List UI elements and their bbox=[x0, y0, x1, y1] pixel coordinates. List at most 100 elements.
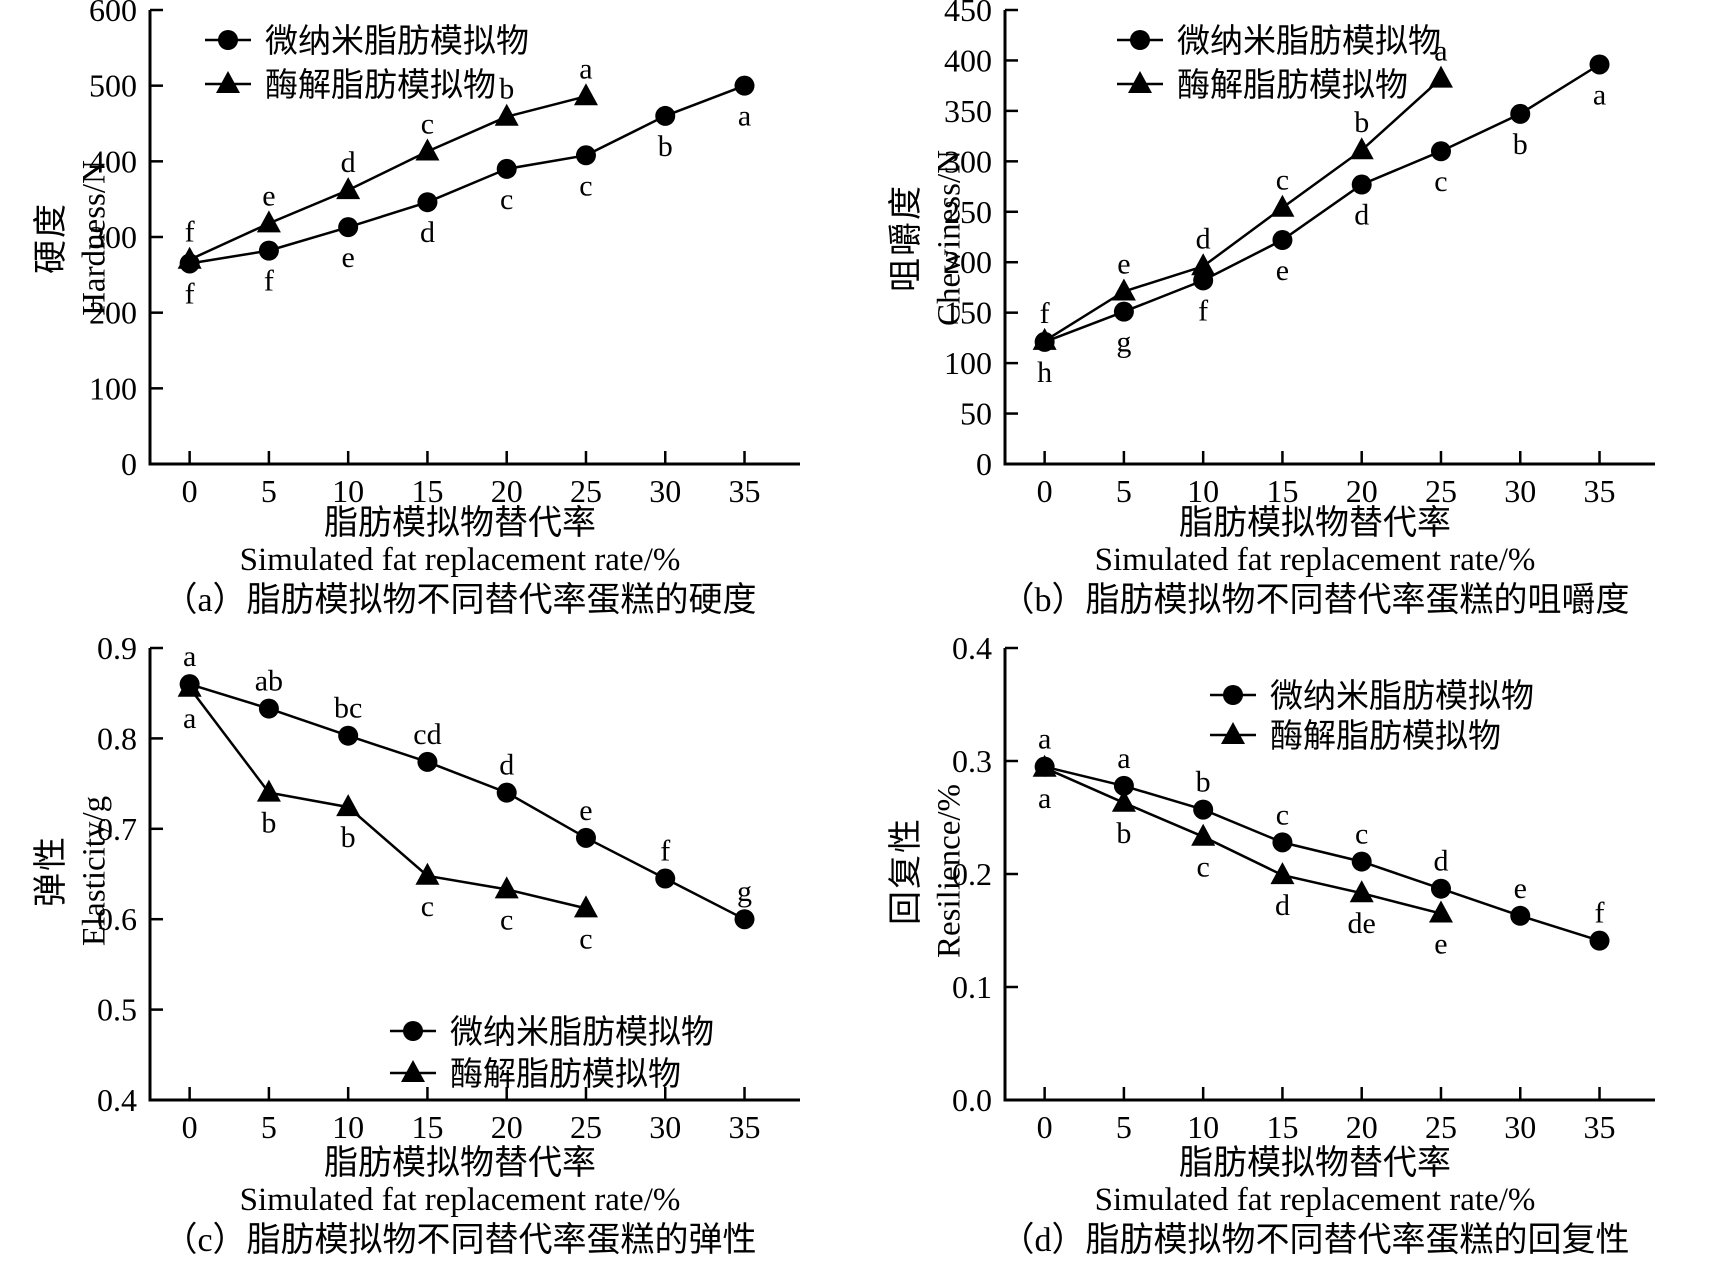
x-tick-label: 10 bbox=[1187, 473, 1219, 509]
panel-d: 0.0 0.1 0.2 0.3 0.4 0 5 10 15 20 25 30 35 a a b c c d e f a b c… bbox=[855, 633, 1709, 1267]
point-label: d bbox=[1196, 222, 1211, 255]
legend-marker-circle bbox=[403, 1021, 423, 1041]
x-axis-label-zh: 脂肪模拟物替代率 bbox=[1179, 1145, 1451, 1182]
series-line-triangle bbox=[1043, 77, 1442, 342]
y-axis-label-en: Elasticity/g bbox=[76, 795, 113, 947]
data-point-circle bbox=[1510, 103, 1531, 124]
data-point-triangle bbox=[336, 794, 361, 817]
x-tick-label: 30 bbox=[649, 473, 681, 509]
data-point-circle bbox=[1113, 301, 1134, 322]
series-line-circle bbox=[189, 84, 745, 265]
data-point-circle bbox=[496, 782, 517, 803]
y-tick-label: 0.4 bbox=[952, 633, 992, 666]
point-label: c bbox=[1276, 164, 1289, 197]
legend-label: 酶解脂肪模拟物 bbox=[1177, 67, 1408, 104]
point-label: f bbox=[185, 277, 195, 310]
y-tick-label: 200 bbox=[944, 244, 992, 280]
point-label: cd bbox=[413, 718, 441, 751]
data-point-triangle bbox=[1111, 789, 1136, 812]
point-label: c bbox=[1355, 818, 1368, 851]
data-point-triangle bbox=[1428, 900, 1453, 923]
point-label: b bbox=[1513, 128, 1528, 161]
data-point-triangle bbox=[1191, 823, 1216, 846]
data-point-triangle bbox=[1349, 880, 1374, 903]
y-tick-label: 400 bbox=[944, 42, 992, 78]
x-tick-label: 35 bbox=[729, 473, 761, 509]
y-tick-label: 300 bbox=[89, 219, 137, 255]
x-tick-label: 0 bbox=[1037, 1109, 1053, 1145]
data-point-circle bbox=[1351, 851, 1372, 872]
point-label: c bbox=[1276, 798, 1289, 831]
point-label: f bbox=[1595, 897, 1605, 930]
data-point-triangle bbox=[336, 177, 361, 200]
x-tick-label: 25 bbox=[570, 1109, 602, 1145]
legend-label: 微纳米脂肪模拟物 bbox=[1177, 23, 1441, 60]
x-tick-label: 35 bbox=[729, 1109, 761, 1145]
x-axis-label-zh: 脂肪模拟物替代率 bbox=[1179, 505, 1451, 542]
point-label: a bbox=[1038, 723, 1051, 756]
point-label: b bbox=[499, 73, 514, 106]
y-tick-label: 0.8 bbox=[97, 720, 137, 756]
data-point-circle bbox=[1510, 905, 1531, 926]
data-point-triangle bbox=[177, 674, 202, 697]
data-point-triangle bbox=[415, 138, 440, 161]
data-point-circle bbox=[575, 145, 596, 166]
x-axis-label-en: Simulated fat replacement rate/% bbox=[239, 1182, 681, 1218]
point-label: d bbox=[499, 749, 514, 782]
y-tick-label: 0.1 bbox=[952, 969, 992, 1005]
point-label: a bbox=[1038, 782, 1051, 815]
point-label: a bbox=[738, 100, 751, 133]
point-label: bc bbox=[334, 692, 362, 725]
legend-label: 酶解脂肪模拟物 bbox=[265, 67, 496, 104]
x-tick-label: 5 bbox=[1116, 473, 1132, 509]
legend-marker-triangle bbox=[401, 1060, 425, 1082]
y-tick-label: 0.6 bbox=[97, 901, 137, 937]
x-tick-label: 20 bbox=[1346, 473, 1378, 509]
point-label: b bbox=[1354, 106, 1369, 139]
data-point-circle bbox=[417, 751, 438, 772]
y-tick-label: 250 bbox=[944, 194, 992, 230]
point-label: c bbox=[500, 903, 513, 936]
series-line-triangle bbox=[189, 95, 587, 261]
point-label: c bbox=[579, 169, 592, 202]
legend-marker-circle bbox=[1223, 685, 1243, 705]
point-label: d bbox=[1275, 889, 1290, 922]
legend-label: 酶解脂肪模拟物 bbox=[1270, 718, 1501, 755]
y-tick-label: 0.2 bbox=[952, 856, 992, 892]
data-point-circle bbox=[655, 868, 676, 889]
x-tick-label: 0 bbox=[1037, 473, 1053, 509]
data-point-triangle bbox=[1270, 862, 1295, 885]
y-tick-label: 50 bbox=[960, 396, 992, 432]
data-point-circle bbox=[1193, 799, 1214, 820]
panel-caption: （a）脂肪模拟物不同替代率蛋糕的硬度 bbox=[163, 582, 757, 619]
data-point-circle bbox=[496, 158, 517, 179]
legend-label: 酶解脂肪模拟物 bbox=[450, 1056, 681, 1093]
point-label: f bbox=[1198, 294, 1208, 327]
panel-b: 0 50 100 150 200 250 300 350 400 450 0 5 10 15 20 25 30 3… bbox=[855, 0, 1709, 633]
point-label: b bbox=[261, 807, 276, 840]
y-axis-label-en: Hardness/N bbox=[76, 160, 113, 316]
x-tick-label: 30 bbox=[1504, 1109, 1536, 1145]
x-tick-label: 30 bbox=[1504, 473, 1536, 509]
panel-caption: （d）脂肪模拟物不同替代率蛋糕的回复性 bbox=[1000, 1222, 1630, 1259]
point-label: ab bbox=[255, 665, 283, 698]
point-label: f bbox=[660, 835, 670, 868]
point-label: a bbox=[1117, 742, 1130, 775]
x-tick-label: 5 bbox=[261, 1109, 277, 1145]
point-label: c bbox=[421, 107, 434, 140]
point-label: a bbox=[1434, 35, 1447, 68]
y-axis-label-zh: 咀嚼度 bbox=[888, 184, 925, 292]
y-axis-label-en: Resilience/% bbox=[931, 783, 968, 959]
x-tick-label: 30 bbox=[649, 1109, 681, 1145]
data-point-triangle bbox=[256, 210, 281, 233]
chart-resilience: 0.00.10.20.30.40 5 10 15 20 25 30 35aabccdefabc… bbox=[952, 633, 1655, 1145]
point-label: b bbox=[1196, 766, 1211, 799]
point-label: g bbox=[737, 875, 752, 908]
y-tick-label: 0.0 bbox=[952, 1082, 992, 1118]
data-point-triangle bbox=[1191, 253, 1216, 276]
point-label: a bbox=[183, 640, 196, 673]
point-label: a bbox=[579, 52, 592, 85]
point-label: f bbox=[185, 216, 195, 249]
point-label: e bbox=[1434, 928, 1447, 961]
